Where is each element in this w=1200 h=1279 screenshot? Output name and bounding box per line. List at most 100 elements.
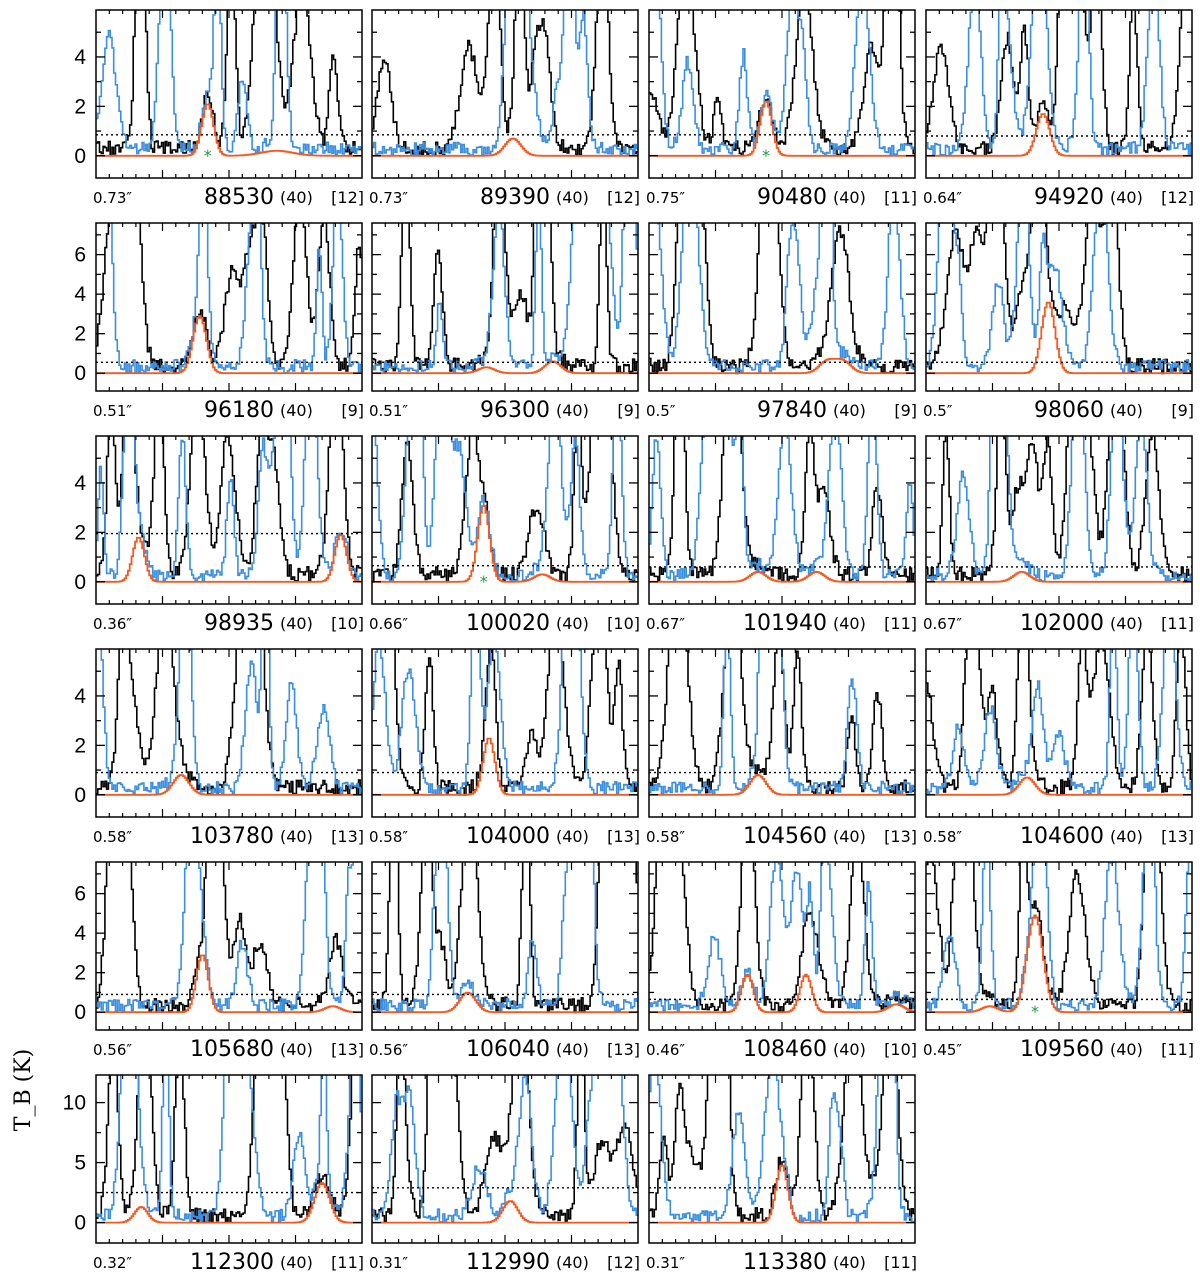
model-total-spectrum — [926, 436, 1192, 582]
model-molecule-spectrum — [649, 1164, 915, 1224]
index-label: [9] — [1171, 401, 1194, 420]
model-molecule-spectrum — [96, 774, 362, 796]
observed-spectrum — [926, 436, 1192, 583]
plot-area — [649, 223, 915, 375]
panel-frame — [648, 1074, 916, 1244]
y-tick-label: 4 — [74, 922, 86, 945]
observed-spectrum — [372, 1075, 638, 1223]
y-tick-label: 2 — [74, 734, 86, 757]
spectrum-panel-96300: 0.51″ 96300 (40) [9] — [369, 222, 640, 423]
frequency-label: 89390 — [480, 185, 550, 210]
y-tick-label: 4 — [74, 472, 86, 495]
line-marker-star: * — [762, 146, 770, 165]
spectrum-panel-112990: 0.31″ 112990 (40) [12] — [369, 1074, 640, 1275]
beam-size-label: 0.5″ — [646, 402, 676, 420]
frequency-label: 104000 — [466, 824, 550, 849]
model-total-spectrum — [372, 10, 638, 157]
observed-spectrum — [372, 862, 638, 1014]
observed-spectrum — [372, 223, 638, 374]
spectrum-panel-100020: * 0.66″ 100020 (40) [10] — [369, 435, 640, 636]
width-label: (40) — [280, 401, 313, 420]
plot-area — [96, 1075, 362, 1224]
index-label: [13] — [884, 827, 917, 846]
model-total-spectrum — [657, 223, 915, 374]
model-total-spectrum — [111, 223, 362, 374]
width-label: (40) — [556, 1253, 589, 1272]
index-label: [10] — [607, 614, 640, 633]
panel-frame — [648, 9, 916, 179]
beam-size-label: 0.67″ — [923, 615, 962, 633]
frequency-label: 98060 — [1034, 398, 1104, 423]
spectrum-panel-102000: 0.67″ 102000 (40) [11] — [923, 435, 1194, 636]
spectrum-panel-97840: 0.5″ 97840 (40) [9] — [646, 222, 917, 423]
y-tick-label: 5 — [74, 1152, 86, 1175]
beam-size-label: 0.58″ — [93, 828, 132, 846]
frequency-label: 104560 — [743, 824, 827, 849]
observed-spectrum — [926, 10, 1183, 157]
plot-area: * — [96, 10, 362, 165]
width-label: (40) — [280, 1040, 313, 1059]
model-molecule-spectrum — [926, 914, 1192, 1014]
panel-frame — [371, 1074, 639, 1244]
frequency-label: 90480 — [757, 185, 827, 210]
frequency-label: 96300 — [480, 398, 550, 423]
spectrum-panel-113380: 0.31″ 113380 (40) [11] — [646, 1074, 917, 1275]
frequency-label: 96180 — [204, 398, 274, 423]
y-tick-label: 6 — [74, 883, 86, 906]
y-tick-label: 0 — [74, 1001, 86, 1024]
plot-area: * — [926, 862, 1192, 1021]
width-label: (40) — [833, 401, 866, 420]
model-total-spectrum — [372, 223, 638, 374]
spectrum-panel-94920: 0.64″ 94920 (40) [12] — [923, 9, 1194, 210]
observed-spectrum — [96, 10, 362, 157]
model-total-spectrum — [96, 1075, 362, 1223]
beam-size-label: 0.36″ — [93, 615, 132, 633]
model-total-spectrum — [649, 1075, 915, 1223]
y-tick-label: 0 — [74, 1212, 86, 1235]
frequency-label: 88530 — [204, 185, 274, 210]
model-molecule-spectrum — [926, 301, 1192, 375]
observed-spectrum — [394, 649, 638, 796]
index-label: [13] — [1161, 827, 1194, 846]
plot-area — [926, 223, 1192, 375]
model-molecule-spectrum — [96, 534, 362, 583]
beam-size-label: 0.56″ — [93, 1041, 132, 1059]
width-label: (40) — [1110, 1040, 1143, 1059]
index-label: [11] — [884, 1253, 917, 1272]
index-label: [12] — [607, 1253, 640, 1272]
plot-area — [96, 862, 362, 1014]
observed-spectrum — [649, 10, 915, 157]
beam-size-label: 0.64″ — [923, 189, 962, 207]
model-molecule-spectrum — [926, 776, 1192, 796]
frequency-label: 112300 — [190, 1250, 274, 1275]
width-label: (40) — [833, 1253, 866, 1272]
plot-area — [649, 862, 915, 1014]
frequency-label: 108460 — [743, 1037, 827, 1062]
width-label: (40) — [833, 614, 866, 633]
y-tick-label: 6 — [74, 244, 86, 267]
spectrum-panel-109560: * 0.45″ 109560 (40) [11] — [923, 861, 1194, 1062]
model-molecule-spectrum — [372, 360, 638, 375]
index-label: [9] — [341, 401, 364, 420]
frequency-label: 94920 — [1034, 185, 1104, 210]
index-label: [10] — [884, 1040, 917, 1059]
model-molecule-spectrum — [372, 505, 638, 583]
y-tick-label: 0 — [74, 571, 86, 594]
observed-spectrum — [649, 649, 915, 796]
spectrum-panel-108460: 0.46″ 108460 (40) [10] — [646, 861, 917, 1062]
frequency-label: 103780 — [190, 824, 274, 849]
line-marker-star: * — [480, 572, 488, 591]
beam-size-label: 0.73″ — [93, 189, 132, 207]
model-molecule-spectrum — [649, 357, 915, 375]
plot-area — [372, 223, 638, 375]
index-label: [13] — [331, 1040, 364, 1059]
width-label: (40) — [1110, 188, 1143, 207]
observed-spectrum — [926, 649, 1192, 796]
index-label: [11] — [331, 1253, 364, 1272]
observed-spectrum — [649, 1075, 915, 1224]
model-molecule-spectrum — [649, 101, 915, 157]
frequency-label: 104600 — [1020, 824, 1104, 849]
observed-spectrum — [649, 223, 915, 375]
plot-area — [372, 10, 638, 157]
